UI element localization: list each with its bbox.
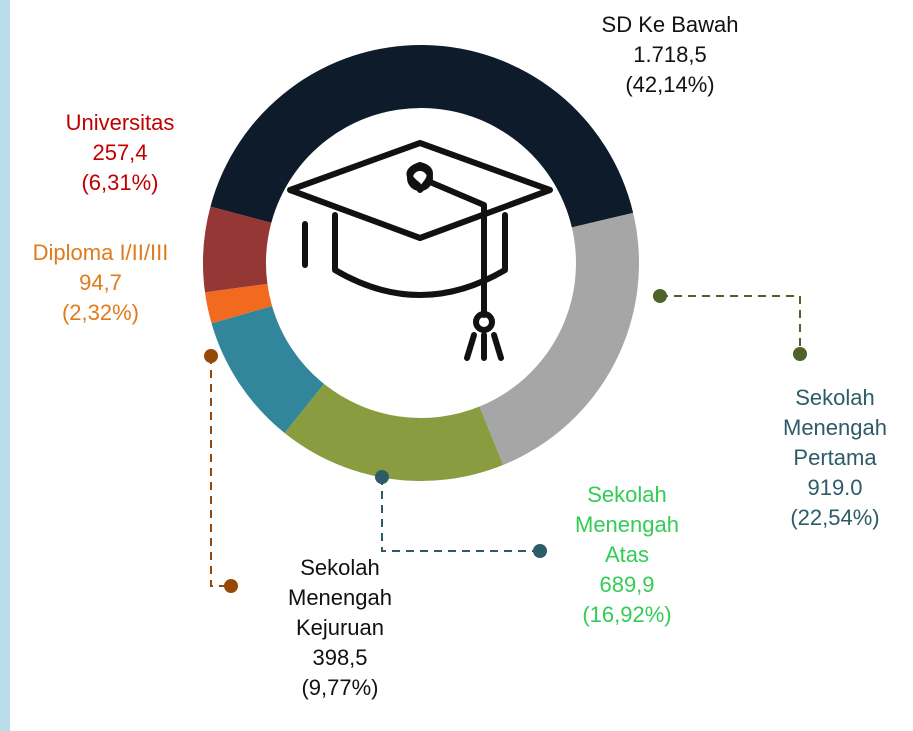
leader-dot: [793, 347, 807, 361]
value-label: 257,4: [92, 140, 148, 165]
leader-line: [660, 295, 801, 354]
value-label: 1.718,5: [633, 42, 707, 67]
category-label: Sekolah Menengah Kejuruan: [288, 555, 392, 640]
leader-dot: [375, 470, 389, 484]
category-label: SD Ke Bawah: [601, 12, 739, 37]
leader-line: [381, 477, 540, 552]
category-label: Universitas: [65, 110, 175, 135]
donut-segment: [479, 212, 639, 465]
value-label: 398,5: [312, 645, 368, 670]
percentage-label: (42,14%): [625, 72, 715, 97]
data-label: SD Ke Bawah 1.718,5 (42,14%): [570, 10, 770, 100]
leader-dot: [204, 349, 218, 363]
percentage-label: (16,92%): [582, 602, 672, 627]
donut-segment: [210, 45, 634, 228]
data-label: Sekolah Menengah Atas 689,9 (16,92%): [567, 480, 687, 630]
donut-segment: [202, 206, 272, 293]
percentage-label: (22,54%): [790, 505, 880, 530]
donut-segment: [284, 383, 504, 481]
percentage-label: (6,31%): [81, 170, 159, 195]
category-label: Diploma I/II/III: [32, 240, 169, 265]
donut-segment: [204, 283, 273, 324]
leader-dot: [533, 544, 547, 558]
data-label: Universitas 257,4 (6,31%): [20, 108, 220, 198]
category-label: Sekolah Menengah Atas: [575, 482, 679, 567]
value-label: 94,7: [79, 270, 122, 295]
donut-segment: [211, 305, 325, 434]
value-label: 919.0: [807, 475, 863, 500]
side-bar: [0, 0, 10, 731]
data-label: Sekolah Menengah Pertama 919.0 (22,54%): [775, 383, 895, 533]
percentage-label: (9,77%): [301, 675, 379, 700]
leader-dot: [224, 579, 238, 593]
data-label: Sekolah Menengah Kejuruan 398,5 (9,77%): [280, 553, 400, 703]
leader-dot: [653, 289, 667, 303]
cap-icon: [287, 140, 553, 361]
data-label: Diploma I/II/III 94,7 (2,32%): [0, 238, 203, 328]
category-label: Sekolah Menengah Pertama: [783, 385, 887, 470]
leader-line: [210, 356, 231, 587]
percentage-label: (2,32%): [61, 300, 140, 325]
value-label: 689,9: [599, 572, 655, 597]
